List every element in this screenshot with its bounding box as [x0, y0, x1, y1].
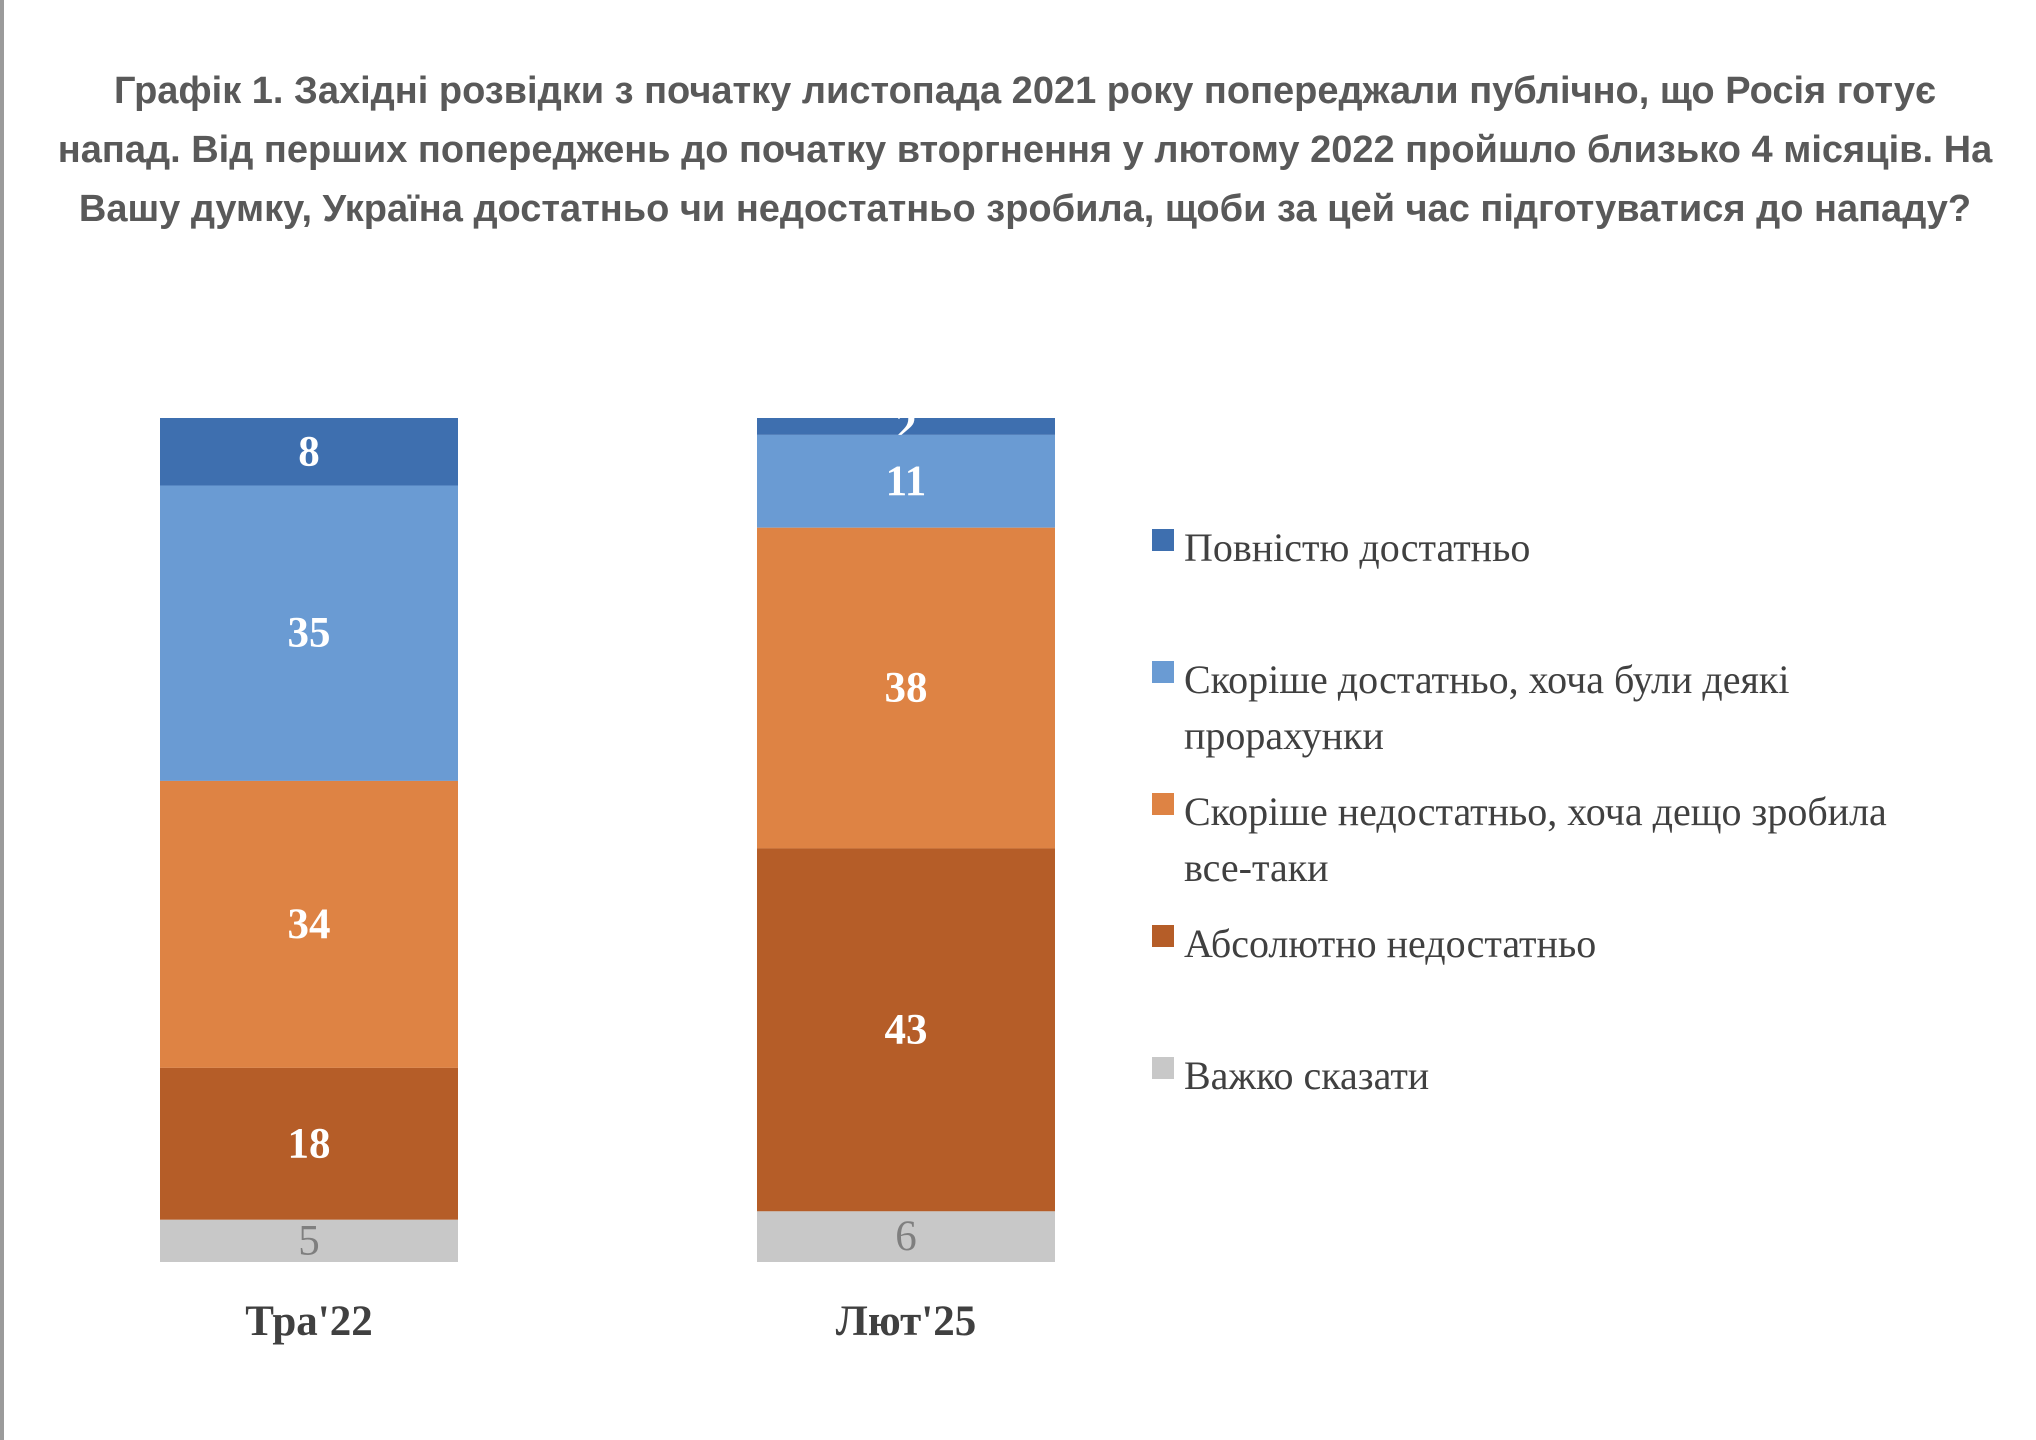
bar-segment-1-2	[160, 485, 458, 781]
legend-label-5: Важко сказати	[1184, 1053, 1429, 1098]
bar-segment-1-3	[160, 780, 458, 1068]
legend-swatch-2	[1152, 661, 1174, 683]
page-left-border	[0, 0, 4, 1440]
legend-swatch-4	[1152, 925, 1174, 947]
legend-swatch-5	[1152, 1057, 1174, 1079]
data-label-1-5: 5	[298, 1217, 320, 1264]
data-label-1-3: 34	[288, 901, 331, 948]
bar-segment-1-4	[160, 1067, 458, 1220]
legend-swatch-1	[1152, 529, 1174, 551]
category-label-2: Лют'25	[836, 1298, 976, 1345]
bar-segment-2-4	[757, 848, 1055, 1212]
data-label-1-4: 18	[288, 1120, 331, 1167]
legend: Повністю достатньо Скоріше достатньо, хоч…	[1152, 525, 1887, 1098]
legend-label-3: Скоріше недостатньо, хоча дещо зробила вс…	[1184, 789, 1887, 890]
bar-segment-2-3	[757, 527, 1055, 849]
data-label-2-2: 11	[886, 458, 927, 505]
bar-segment-2-1	[757, 418, 1055, 435]
data-label-2-3: 38	[885, 665, 928, 712]
legend-swatch-3	[1152, 793, 1174, 815]
legend-label-2: Скоріше достатньо, хоча були деякі прорах…	[1184, 657, 1789, 758]
data-label-1-2: 35	[288, 610, 331, 657]
chart-title: Графік 1. Західні розвідки з початку лис…	[57, 70, 1993, 230]
bar-segment-2-5	[757, 1211, 1055, 1262]
data-label-1-1: 8	[298, 428, 320, 475]
category-label-1: Тра'22	[245, 1298, 372, 1345]
data-label-2-4: 43	[885, 1006, 928, 1053]
legend-label-1: Повністю достатньо	[1184, 525, 1530, 570]
bar-segment-1-1	[160, 418, 458, 486]
bar-segment-1-5	[160, 1219, 458, 1262]
legend-label-4: Абсолютно недостатньо	[1184, 921, 1596, 966]
data-label-2-5: 6	[895, 1213, 917, 1260]
bar-segment-2-2	[757, 434, 1055, 528]
